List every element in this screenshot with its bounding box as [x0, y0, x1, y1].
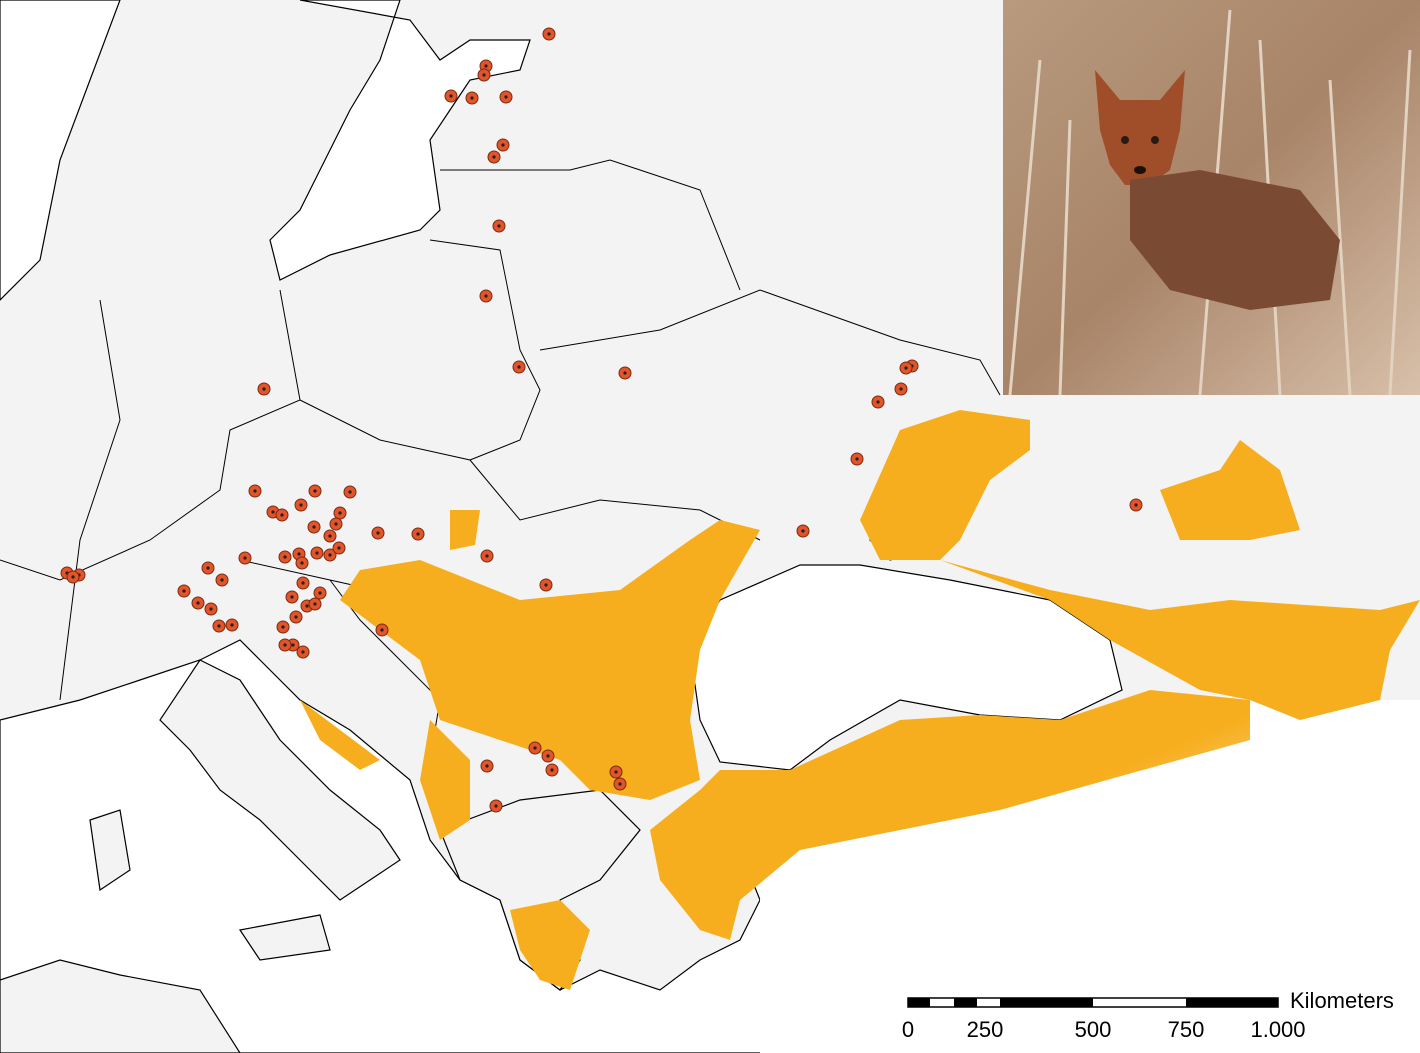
jackal-range: [300, 410, 1420, 990]
record-point-center: [281, 625, 285, 629]
record-point-center: [504, 95, 508, 99]
scale-tick-label: 0: [902, 1017, 914, 1042]
record-point-center: [801, 529, 805, 533]
record-point-center: [380, 628, 384, 632]
record-point-center: [182, 589, 186, 593]
record-point-center: [291, 643, 295, 647]
record-point-center: [206, 566, 210, 570]
record-point-center: [313, 602, 317, 606]
record-point-center: [876, 400, 880, 404]
record-point-center: [501, 143, 505, 147]
scale-unit: Kilometers: [1290, 988, 1394, 1013]
record-points: [60, 27, 1143, 813]
scale-tick-label: 250: [967, 1017, 1004, 1042]
record-point-center: [348, 490, 352, 494]
record-point-center: [614, 770, 618, 774]
record-point-center: [328, 553, 332, 557]
record-point-center: [547, 32, 551, 36]
record-point-center: [618, 782, 622, 786]
scale-tick-label: 1.000: [1250, 1017, 1305, 1042]
photo-inset: [1003, 0, 1420, 396]
record-point-center: [484, 64, 488, 68]
record-point-center: [220, 578, 224, 582]
record-point-center: [71, 575, 75, 579]
record-point-center: [300, 561, 304, 565]
record-point-center: [492, 155, 496, 159]
record-point-center: [328, 534, 332, 538]
record-point-center: [484, 294, 488, 298]
record-point-center: [313, 489, 317, 493]
record-point-center: [318, 591, 322, 595]
record-point-center: [209, 607, 213, 611]
record-point-center: [533, 746, 537, 750]
record-point-center: [1134, 503, 1138, 507]
record-point-center: [315, 551, 319, 555]
record-point-center: [416, 532, 420, 536]
record-point-center: [297, 552, 301, 556]
record-point-center: [290, 595, 294, 599]
record-point-center: [904, 366, 908, 370]
record-point-center: [283, 555, 287, 559]
north-africa: [0, 959, 241, 1053]
record-point-center: [230, 623, 234, 627]
record-point-center: [301, 581, 305, 585]
record-point-center: [550, 768, 554, 772]
record-point-center: [497, 224, 501, 228]
record-point-center: [217, 624, 221, 628]
record-point-center: [262, 387, 266, 391]
north-sea: [0, 0, 121, 301]
record-point-center: [312, 525, 316, 529]
record-point-center: [283, 643, 287, 647]
scale-tick-label: 750: [1168, 1017, 1205, 1042]
record-point-center: [301, 650, 305, 654]
record-point-center: [517, 365, 521, 369]
sicily: [238, 914, 331, 961]
baltic-sea: [269, 0, 531, 281]
record-point-center: [338, 511, 342, 515]
record-point-center: [334, 522, 338, 526]
record-point-center: [482, 73, 486, 77]
record-point-center: [855, 457, 859, 461]
record-point-center: [546, 754, 550, 758]
scale-tick-label: 500: [1075, 1017, 1112, 1042]
record-point-center: [485, 554, 489, 558]
italy: [159, 659, 401, 901]
record-point-center: [623, 371, 627, 375]
record-point-center: [196, 601, 200, 605]
record-point-center: [294, 615, 298, 619]
record-point-center: [305, 604, 309, 608]
sardinia: [89, 809, 131, 892]
record-point-center: [899, 387, 903, 391]
record-point-center: [485, 764, 489, 768]
record-point-center: [470, 96, 474, 100]
record-point-center: [337, 546, 341, 550]
black-sea: [689, 564, 1123, 771]
scale-bar: Kilometers 0 250 500 750 1.000: [902, 988, 1394, 1042]
record-point-center: [494, 804, 498, 808]
record-point-center: [280, 513, 284, 517]
record-point-center: [449, 94, 453, 98]
record-point-center: [271, 510, 275, 514]
record-point-center: [376, 531, 380, 535]
record-point-center: [243, 556, 247, 560]
record-point-center: [299, 503, 303, 507]
record-point-center: [253, 489, 257, 493]
record-point-center: [544, 583, 548, 587]
